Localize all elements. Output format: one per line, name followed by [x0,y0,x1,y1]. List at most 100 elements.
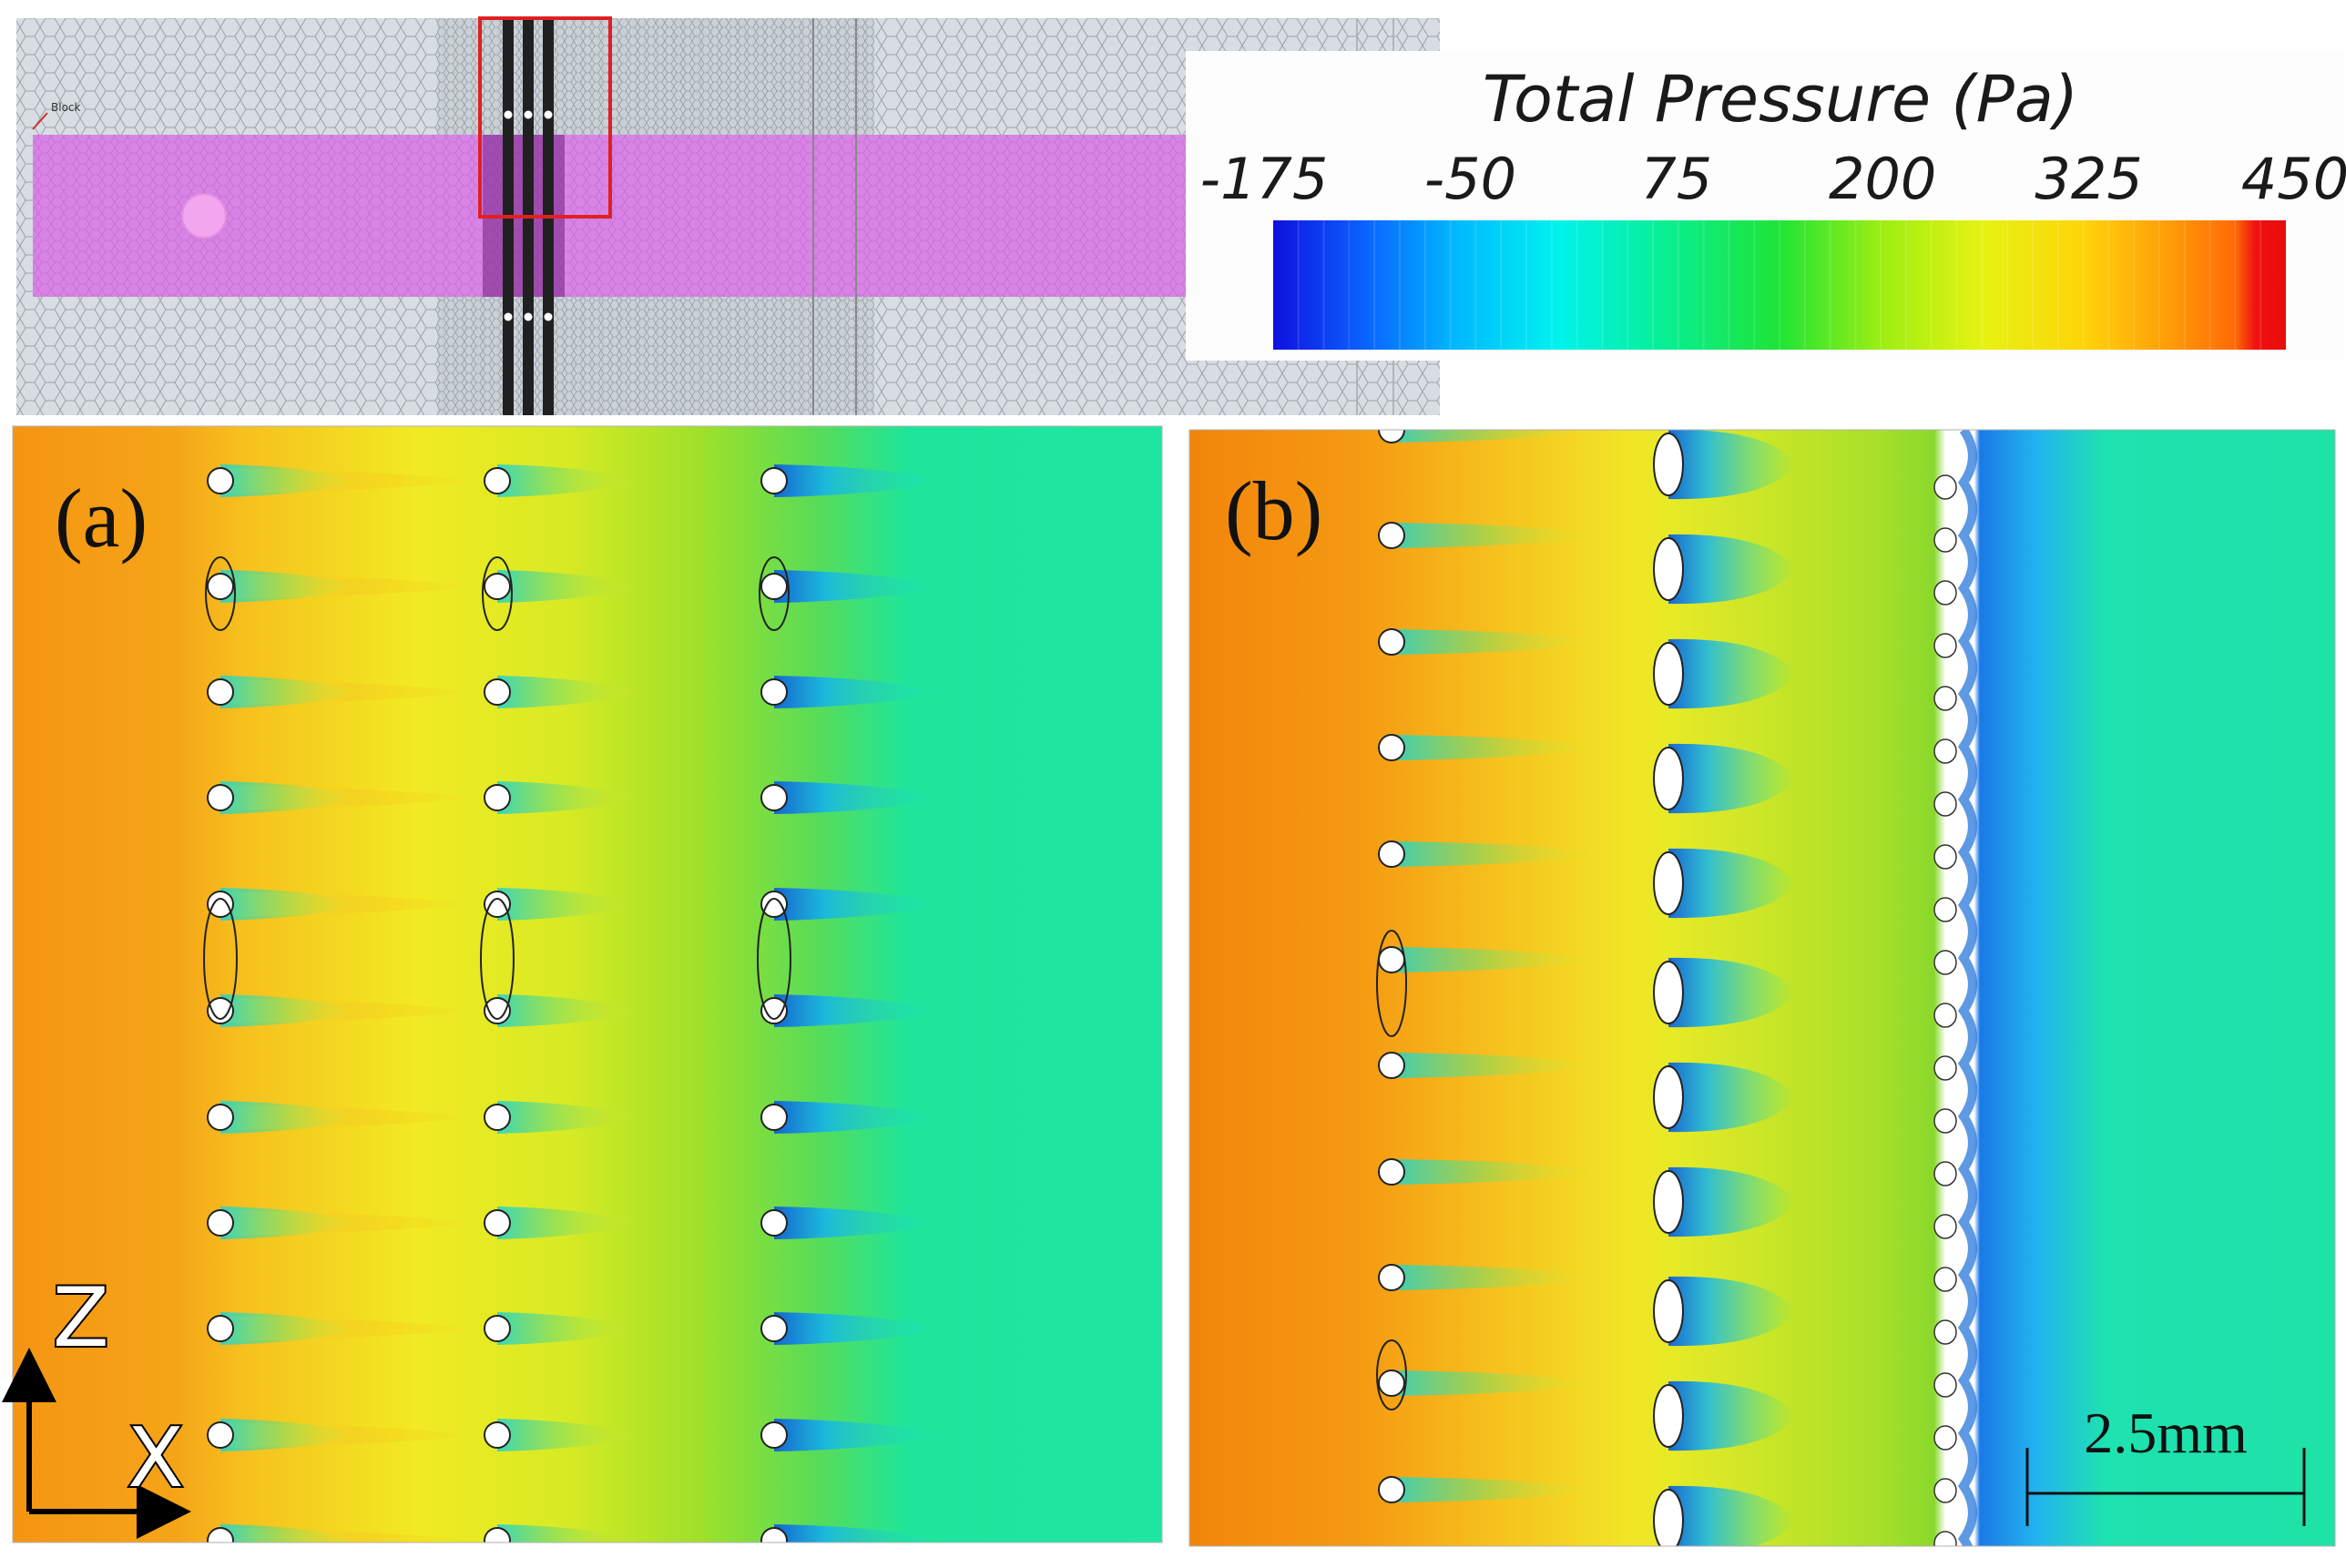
wake-plume [774,1312,947,1345]
pin-fin [1378,1476,1405,1503]
wake-plume [497,888,643,921]
wake-plume [1392,1370,1601,1396]
scale-bar: 2.5mm [2025,1400,2306,1526]
wake-plume [1392,523,1601,548]
scale-bar-label: 2.5mm [2084,1400,2248,1465]
legend-tick-label: 75 [1640,146,1712,212]
wake-plume [220,570,366,603]
pin-fin [207,997,234,1024]
pressure-legend: Total Pressure (Pa) -175 -50 75 200 325 450 [1186,51,2346,361]
wake-plume [774,676,947,708]
pin-fin [1933,580,1957,606]
pin-fin [484,678,511,706]
bubble-outline [1653,1489,1684,1546]
pin-fin [760,1209,788,1237]
panel-a-pins [203,467,791,1543]
pin-fin [1933,633,1957,658]
wake-plume [1668,1062,1796,1133]
bubble-outline [1653,433,1684,496]
wake-plume [1668,1380,1796,1451]
panel-a-label: (a) [55,472,148,565]
channel-wave [1957,430,1977,1546]
wake-plume [1392,629,1601,655]
panel-b-pins [1376,430,1957,1546]
pin-fin [484,1421,511,1449]
legend-tick-label: 325 [2035,146,2142,212]
wake-plume [774,1524,947,1543]
wake-plume [1392,430,1601,443]
wake-plume [1668,430,1796,500]
wake-plume [220,781,366,814]
pin-fin [1378,946,1405,973]
legend-tick-label: 450 [2241,146,2346,212]
pin-fin [484,573,511,600]
pin-fin [1933,1161,1957,1186]
wake-plume [220,1419,366,1451]
panel-b-label: (b) [1225,464,1322,557]
wake-plume [774,994,947,1027]
pin-fin [207,1421,234,1449]
wake-plume [1668,957,1796,1028]
pin-fin [760,467,788,494]
legend-tick-label: 200 [1829,146,1936,212]
wake-plume [774,781,947,814]
pin-fin [1378,1369,1405,1397]
panel-a-border [12,425,1163,1543]
wake-plume [497,994,643,1027]
bubble-outline [482,556,513,631]
pin-fin [484,1104,511,1131]
bubble-outline [1653,1065,1684,1129]
pin-fin [484,891,511,918]
wake-plume [1668,534,1796,605]
bubble-outline [1376,1339,1407,1410]
wake-plume [497,1207,643,1239]
pin-fin [207,573,234,600]
panel-b-wakes [1392,430,1977,1546]
bubble-outline [759,556,790,631]
wake-plume [774,570,947,603]
pin-fin [207,467,234,494]
wake-plume [497,1524,643,1543]
legend-title: Total Pressure (Pa) [1483,62,2078,137]
pin-fin [1933,1267,1957,1292]
bubble-outline [205,556,236,631]
wake-plume [220,464,366,497]
pin-fin [760,573,788,600]
pin-fin [1933,1319,1957,1345]
pin-fin [484,997,511,1024]
wake-plume [1668,743,1796,814]
pin-fin [1933,1372,1957,1398]
wake-plume [1668,848,1796,919]
z-axis-label: Z [53,1270,109,1366]
pin-fin [1933,791,1957,817]
legend-tick-label: -50 [1424,146,1516,212]
wake-plume [497,570,643,603]
bubble-outline [1376,930,1407,1037]
pin-fin [1933,1055,1957,1081]
bubble-outline [1653,537,1684,601]
pin-fin [1933,686,1957,711]
pin-fin [1378,430,1405,443]
pin-fin [760,1527,788,1543]
pin-fin [1933,897,1957,922]
wake-plume [220,888,366,921]
bubble-outline [1653,642,1684,706]
pin-fin [484,1527,511,1543]
wake-plume [497,464,643,497]
pin-fin [207,784,234,811]
wake-plume [774,1101,947,1134]
wake-plume [497,1101,643,1134]
wake-plume [220,1101,366,1134]
wake-plume [1392,1477,1601,1502]
pin-fin [1933,1003,1957,1028]
wake-plume [1392,841,1601,867]
wake-plume [1668,638,1796,709]
pin-fin [1378,628,1405,656]
pin-fin [484,784,511,811]
pin-fin [484,1315,511,1342]
pin-fin [1933,527,1957,553]
pin-fin [1933,1108,1957,1134]
wake-plume [220,1524,366,1543]
wake-plume [1668,1485,1796,1546]
legend-tick-labels: -175 -50 75 200 325 450 [1200,146,2346,212]
